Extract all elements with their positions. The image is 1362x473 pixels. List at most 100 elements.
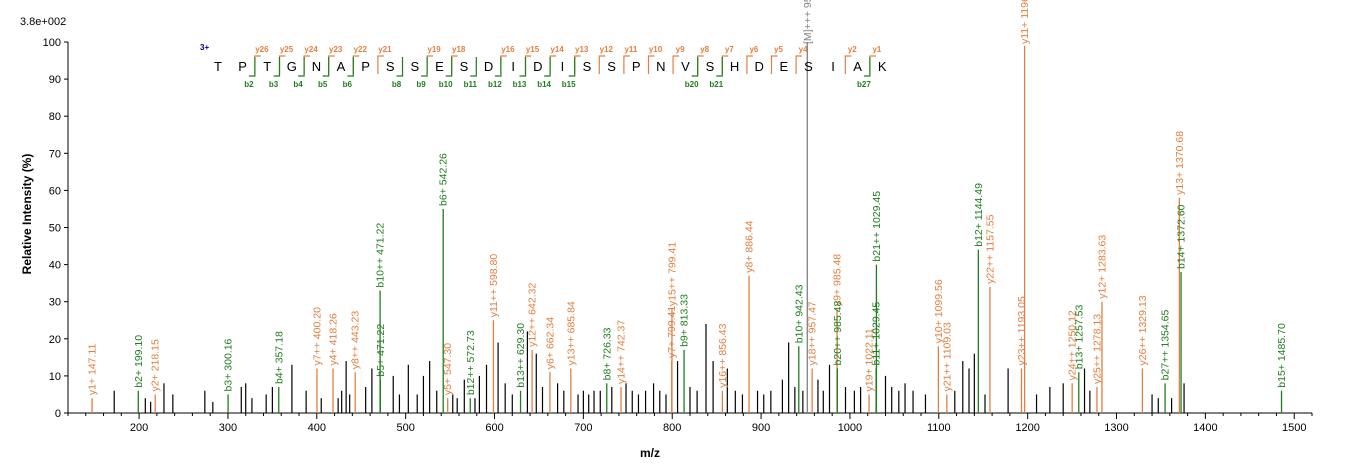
- b-ion-bracket: [691, 57, 699, 77]
- b-ion-bracket: [494, 57, 502, 77]
- sequence-residue: A: [853, 59, 862, 74]
- b-ion-bracket: [322, 57, 330, 77]
- peak-label-b: b6+ 542.26: [438, 153, 450, 206]
- peak-label-y: y1+ 147.11: [87, 344, 99, 396]
- y-ion-bracket: [549, 55, 557, 74]
- b-ion-label: b6: [343, 80, 353, 89]
- y-ion-label: y12: [600, 45, 614, 54]
- peak-label-b: b9+ 813.33: [679, 294, 691, 347]
- peak-label-b: b21++ 1029.45: [871, 191, 883, 262]
- b-ion-label: b27: [857, 80, 871, 89]
- b-ion-bracket: [347, 57, 354, 77]
- y-ion-label: y23: [329, 45, 343, 54]
- peak-label-y: y16++ 856.43: [717, 323, 729, 387]
- y-ion-bracket: [721, 55, 729, 74]
- peak-label-b: b4+ 357.18: [273, 331, 285, 384]
- sequence-residue: S: [706, 59, 715, 74]
- b-ion-bracket: [421, 57, 428, 77]
- sequence-residue: D: [484, 59, 493, 74]
- y-ion-bracket: [770, 55, 778, 74]
- sequence-residue: E: [779, 59, 788, 74]
- y-ion-label: y26: [255, 45, 269, 54]
- y-ion-label: y7: [725, 45, 734, 54]
- sequence-residue: N: [656, 59, 665, 74]
- x-tick-label: 1000: [838, 422, 862, 434]
- peak-label-b: b15+ 1485.70: [1276, 323, 1288, 388]
- peak-label-precursor: [M]+++ 952: [802, 0, 814, 44]
- x-tick-label: 1500: [1282, 422, 1306, 434]
- b-ion-label: b12: [488, 80, 502, 89]
- x-tick-label: 900: [752, 422, 770, 434]
- peak-label-y: y6+ 662.34: [544, 317, 556, 369]
- x-tick-label: 200: [130, 422, 148, 434]
- b-ion-label: b20: [685, 80, 699, 89]
- charge-state-label: 3+: [200, 43, 209, 52]
- x-tick-label: 700: [574, 422, 592, 434]
- sequence-residue: V: [681, 59, 690, 74]
- peak-label-y: y8++ 443.23: [350, 311, 362, 370]
- y-ion-label: y6: [749, 45, 758, 54]
- sequence-residue: G: [287, 59, 297, 74]
- peak-label-b: b5+ 471.22: [375, 324, 387, 377]
- y-ion-bracket: [795, 55, 803, 74]
- x-tick-label: 1400: [1193, 422, 1217, 434]
- y-ion-bracket: [352, 55, 360, 74]
- y-ion-bracket: [623, 55, 630, 74]
- b-ion-label: b15: [562, 80, 576, 89]
- spectrum-peaks: [91, 42, 1283, 413]
- b-ion-label: b3: [269, 80, 279, 89]
- y-tick-label: 0: [55, 408, 61, 420]
- peak-label-b: b10++ 471.22: [375, 223, 387, 288]
- x-tick-label: 300: [219, 422, 237, 434]
- sequence-residue: E: [435, 59, 444, 74]
- sequence-residue: T: [214, 59, 222, 74]
- peak-label-b: b13++ 629.30: [515, 323, 527, 388]
- y-ion-label: y22: [354, 45, 368, 54]
- y-ion-label: y11: [624, 45, 637, 54]
- peak-label-y: y13+ 1370.68: [1174, 131, 1186, 195]
- sequence-residue: T: [263, 59, 271, 74]
- b-ion-label: b5: [318, 80, 328, 89]
- y-ion-label: y19: [427, 45, 441, 54]
- b-ion-label: b9: [416, 80, 426, 89]
- b-ion-label: b21: [709, 80, 723, 89]
- y-ion-bracket: [278, 55, 286, 74]
- b-ion-label: b11: [464, 80, 478, 89]
- b-ion-label: b10: [439, 80, 453, 89]
- y-tick-label: 90: [49, 74, 61, 86]
- peak-label-b: b3+ 300.16: [223, 338, 235, 391]
- sequence-residue: H: [730, 59, 739, 74]
- b-ion-bracket: [568, 57, 576, 77]
- peak-label-y: y25++ 1278.13: [1091, 314, 1103, 384]
- y-ion-bracket: [746, 55, 753, 74]
- y-ion-bracket: [426, 55, 434, 74]
- sequence-residue: P: [238, 59, 247, 74]
- b-ion-bracket: [863, 57, 871, 77]
- sequence-residue: K: [878, 59, 887, 74]
- b-ion-label: b14: [537, 80, 551, 89]
- peak-label-b: b8+ 726.33: [601, 327, 613, 380]
- sequence-residue: D: [755, 59, 764, 74]
- sequence-residue: I: [511, 59, 515, 74]
- plot-axes: 0 10 20 30 40 50 60 70 80 90 100 200 300 400 500 600 700…: [43, 37, 1313, 434]
- x-tick-label: 400: [308, 422, 326, 434]
- y-ion-label: y13: [575, 45, 589, 54]
- peak-label-y: y5+ 547.30: [442, 343, 454, 395]
- y-ion-label: y8: [700, 45, 709, 54]
- b-ion-label: b8: [392, 80, 402, 89]
- y-ion-label: y15: [526, 45, 540, 54]
- peak-label-b: b20++ 985.48: [832, 301, 844, 366]
- y-ion-bracket: [844, 55, 852, 74]
- b-ion-bracket: [248, 57, 256, 77]
- y-ion-label: y24: [304, 45, 318, 54]
- sequence-residue: S: [607, 59, 616, 74]
- sequence-residue: S: [583, 59, 592, 74]
- y-ion-bracket: [647, 55, 655, 74]
- peak-label-y: y2+ 218.15: [150, 339, 162, 391]
- peak-label-y: y14++ 742.37: [616, 320, 628, 384]
- y-tick-label: 50: [49, 223, 61, 235]
- y-ion-bracket: [303, 55, 311, 74]
- b-ion-bracket: [470, 57, 477, 77]
- peak-label-y: y4+ 418.26: [328, 313, 340, 365]
